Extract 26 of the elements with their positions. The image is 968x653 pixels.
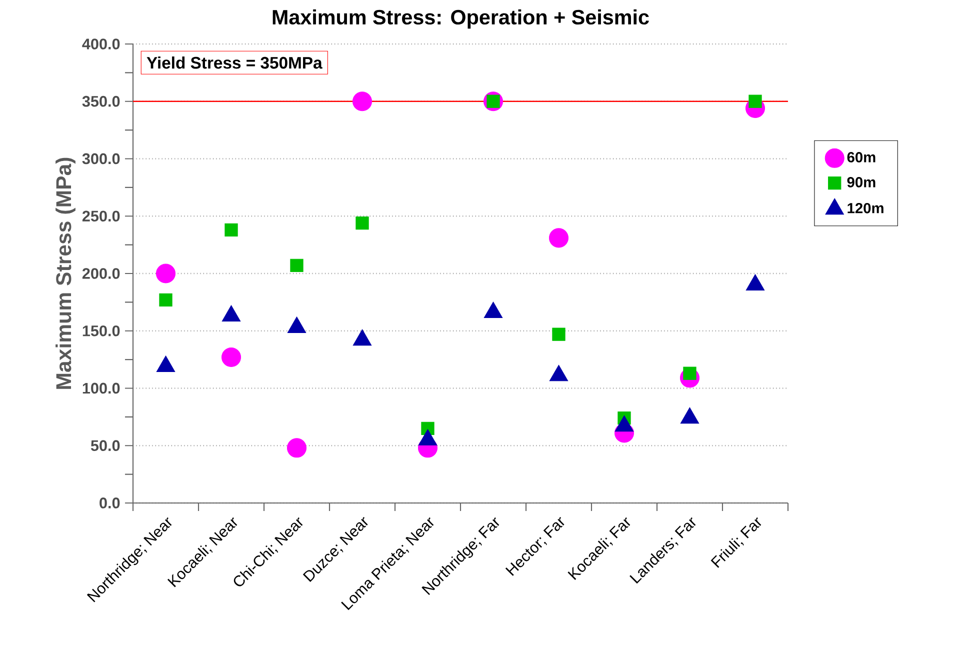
point [356,216,369,230]
y-tick-label: 350.0 [82,96,120,107]
point [290,258,304,272]
legend-label: 120m [848,202,884,214]
legend-label: 60m [847,152,876,162]
point [221,347,242,368]
point [286,438,307,458]
point [552,328,566,341]
point [156,264,176,284]
ref-line-label: Yield Stress = 350MPa [146,56,322,69]
y-tick-label: 300.0 [82,153,120,164]
y-tick-label: 250.0 [82,210,120,222]
y-axis-title: Maximum Stress (MPa) [56,158,76,389]
y-tick-label: 0.0 [100,498,120,508]
point [159,293,172,306]
legend-label: 90m [847,177,876,188]
point [352,92,372,112]
y-tick-label: 150.0 [82,325,120,336]
y-tick-label: 100.0 [82,382,120,394]
chart-title: Maximum Stress: Operation + Seismic [272,9,649,29]
y-tick-label: 50.0 [90,440,120,452]
point [224,223,238,236]
y-tick-label: 400.0 [82,38,120,50]
point [748,94,762,108]
y-tick-label: 200.0 [82,268,120,279]
point [548,228,569,248]
